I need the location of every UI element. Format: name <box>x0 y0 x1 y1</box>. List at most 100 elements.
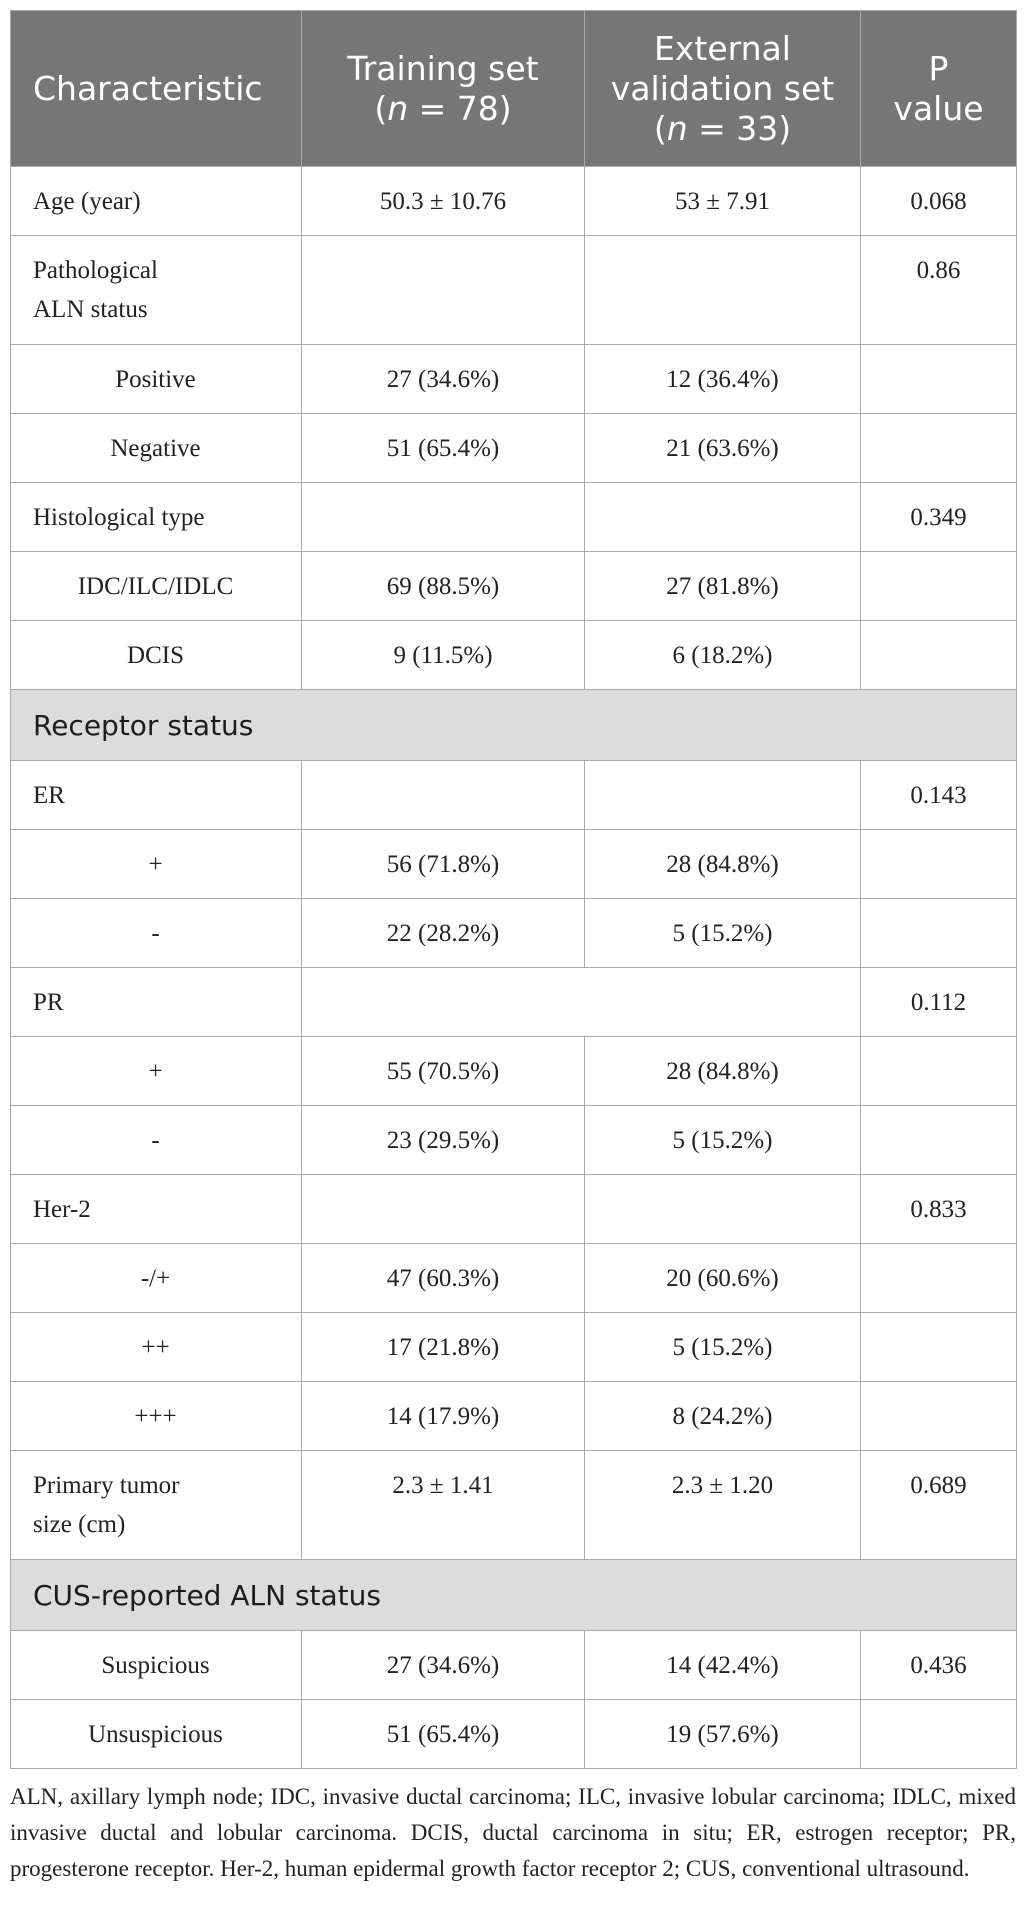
table-row: - 22 (28.2%) 5 (15.2%) <box>10 898 1017 968</box>
external-value: 14 (42.4%) <box>584 1630 861 1700</box>
row-label-line1: Primary tumor <box>33 1472 180 1499</box>
header-external-n-open: ( <box>653 108 667 148</box>
table-row: Age (year) 50.3 ± 10.76 53 ± 7.91 0.068 <box>10 166 1017 236</box>
p-value: 0.112 <box>860 967 1017 1037</box>
section-heading-cus-aln-status: CUS-reported ALN status <box>10 1559 1017 1631</box>
header-training-set: Training set (n = 78) <box>301 10 585 167</box>
training-value: 56 (71.8%) <box>301 829 585 899</box>
table-header: Characteristic Training set (n = 78) Ext… <box>10 10 1017 167</box>
table-row: Positive 27 (34.6%) 12 (36.4%) <box>10 344 1017 414</box>
training-value: 47 (60.3%) <box>301 1243 585 1313</box>
p-value: 0.833 <box>860 1174 1017 1244</box>
training-value: 55 (70.5%) <box>301 1036 585 1106</box>
training-value: 69 (88.5%) <box>301 551 585 621</box>
p-value <box>860 1036 1017 1106</box>
external-value <box>584 1174 861 1244</box>
table-row: + 56 (71.8%) 28 (84.8%) <box>10 829 1017 899</box>
p-value <box>860 551 1017 621</box>
table-row: Suspicious 27 (34.6%) 14 (42.4%) 0.436 <box>10 1630 1017 1700</box>
row-label: Unsuspicious <box>10 1699 302 1769</box>
header-row: Characteristic Training set (n = 78) Ext… <box>10 10 1017 167</box>
header-p-line2: value <box>893 88 984 128</box>
training-value <box>301 1174 585 1244</box>
training-value <box>301 482 585 552</box>
training-value <box>301 760 585 830</box>
header-external-n-rest: = 33) <box>687 108 792 148</box>
table-row: Unsuspicious 51 (65.4%) 19 (57.6%) <box>10 1699 1017 1769</box>
training-value: 2.3 ± 1.41 <box>301 1450 585 1560</box>
header-training-n-italic: n <box>387 88 409 128</box>
p-value <box>860 1243 1017 1313</box>
external-value <box>584 760 861 830</box>
p-value: 0.349 <box>860 482 1017 552</box>
external-value: 5 (15.2%) <box>584 898 861 968</box>
row-label: - <box>10 898 302 968</box>
p-value: 0.86 <box>860 235 1017 345</box>
header-training-n: (n = 78) <box>310 89 576 129</box>
table-row: Pathological ALN status 0.86 <box>10 235 1017 345</box>
training-value <box>301 235 585 345</box>
table-row: ER 0.143 <box>10 760 1017 830</box>
p-value: 0.689 <box>860 1450 1017 1560</box>
p-value <box>860 1312 1017 1382</box>
external-value: 28 (84.8%) <box>584 829 861 899</box>
training-value: 27 (34.6%) <box>301 344 585 414</box>
training-value: 51 (65.4%) <box>301 1699 585 1769</box>
p-value: 0.143 <box>860 760 1017 830</box>
section-row: Receptor status <box>10 689 1017 761</box>
external-value: 27 (81.8%) <box>584 551 861 621</box>
external-value: 6 (18.2%) <box>584 620 861 690</box>
table-row: Histological type 0.349 <box>10 482 1017 552</box>
external-value: 53 ± 7.91 <box>584 166 861 236</box>
external-value: 5 (15.2%) <box>584 1105 861 1175</box>
row-label: + <box>10 1036 302 1106</box>
table-row: + 55 (70.5%) 28 (84.8%) <box>10 1036 1017 1106</box>
header-p-line1: P <box>928 48 949 88</box>
header-external-n: (n = 33) <box>593 109 852 149</box>
table-row: Her-2 0.833 <box>10 1174 1017 1244</box>
p-value: 0.436 <box>860 1630 1017 1700</box>
row-label: Suspicious <box>10 1630 302 1700</box>
external-value: 19 (57.6%) <box>584 1699 861 1769</box>
row-label: -/+ <box>10 1243 302 1313</box>
row-label-line1: Pathological <box>33 257 158 284</box>
header-external-line1: External <box>654 28 791 68</box>
row-label: +++ <box>10 1381 302 1451</box>
header-external-validation-set: External validation set (n = 33) <box>584 10 861 167</box>
training-value: 27 (34.6%) <box>301 1630 585 1700</box>
table-row: ++ 17 (21.8%) 5 (15.2%) <box>10 1312 1017 1382</box>
table-row: Primary tumor size (cm) 2.3 ± 1.41 2.3 ±… <box>10 1450 1017 1560</box>
row-label-line2: ALN status <box>33 296 148 323</box>
training-value: 50.3 ± 10.76 <box>301 166 585 236</box>
training-value: 23 (29.5%) <box>301 1105 585 1175</box>
row-label: ER <box>10 760 302 830</box>
row-label-line2: size (cm) <box>33 1511 126 1538</box>
external-value: 8 (24.2%) <box>584 1381 861 1451</box>
row-label: Primary tumor size (cm) <box>10 1450 302 1560</box>
external-value <box>584 235 861 345</box>
row-label: ++ <box>10 1312 302 1382</box>
row-label: - <box>10 1105 302 1175</box>
table-row: -/+ 47 (60.3%) 20 (60.6%) <box>10 1243 1017 1313</box>
p-value <box>860 344 1017 414</box>
row-label: Negative <box>10 413 302 483</box>
row-label: Positive <box>10 344 302 414</box>
p-value <box>860 413 1017 483</box>
table-row: +++ 14 (17.9%) 8 (24.2%) <box>10 1381 1017 1451</box>
header-training-n-rest: = 78) <box>408 88 512 128</box>
external-value: 5 (15.2%) <box>584 1312 861 1382</box>
p-value <box>860 1105 1017 1175</box>
external-value: 20 (60.6%) <box>584 1243 861 1313</box>
header-external-line2: validation set <box>610 68 835 108</box>
row-label: + <box>10 829 302 899</box>
p-value <box>860 829 1017 899</box>
header-training-n-open: ( <box>374 88 388 128</box>
external-value <box>584 482 861 552</box>
table-row: IDC/ILC/IDLC 69 (88.5%) 27 (81.8%) <box>10 551 1017 621</box>
header-characteristic: Characteristic <box>10 10 302 167</box>
p-value <box>860 1381 1017 1451</box>
row-label: Her-2 <box>10 1174 302 1244</box>
section-heading-receptor-status: Receptor status <box>10 689 1017 761</box>
section-row: CUS-reported ALN status <box>10 1559 1017 1631</box>
p-value <box>860 620 1017 690</box>
